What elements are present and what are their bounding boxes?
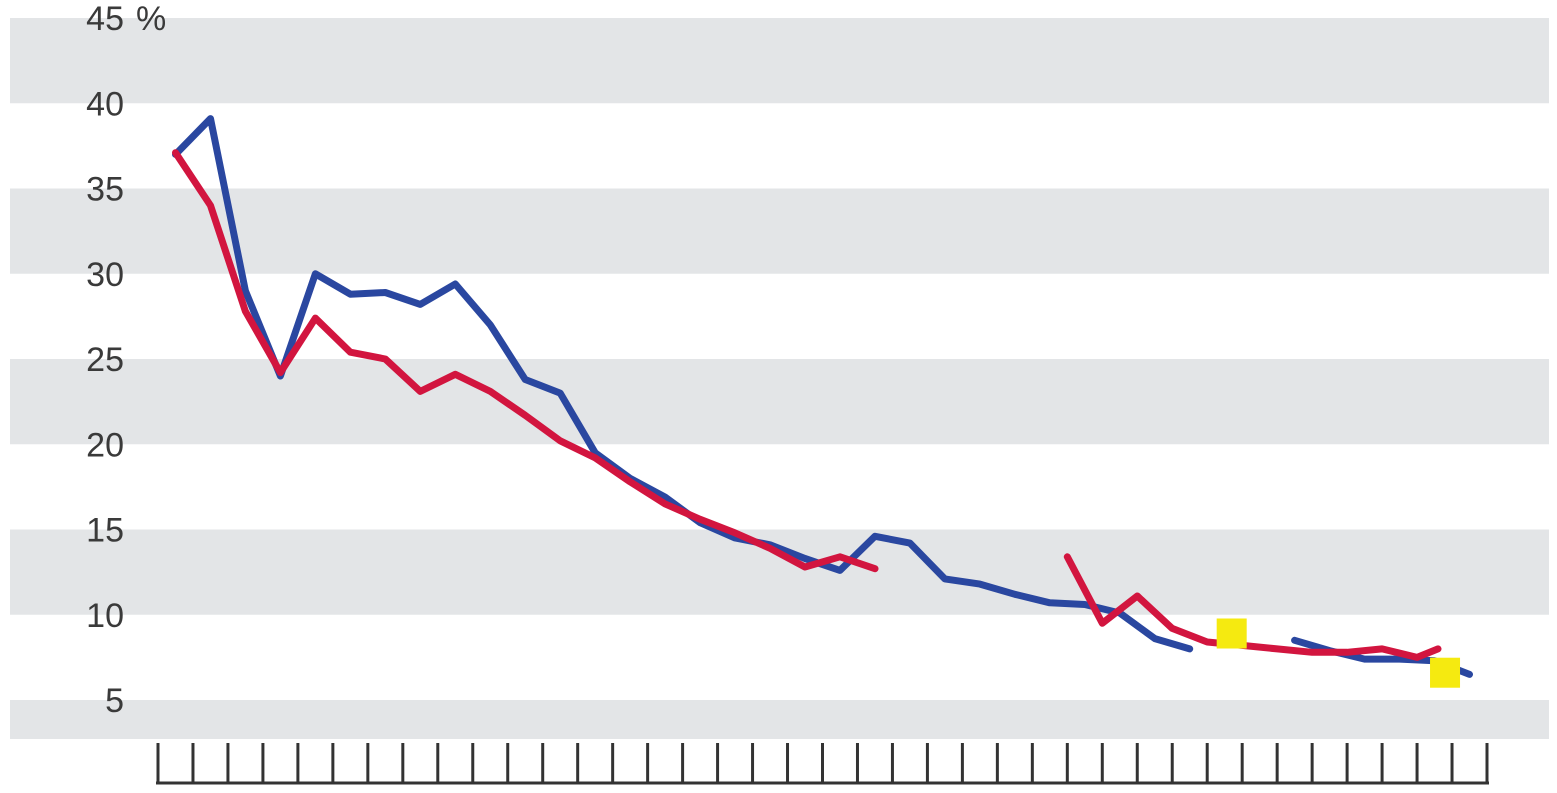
markers: [1216, 618, 1461, 688]
marker-square: [1430, 657, 1461, 688]
y-tick-label: 5: [105, 682, 124, 720]
y-tick-label: 25: [86, 341, 124, 379]
grid-bands: [10, 18, 1549, 739]
grid-band: [10, 700, 1549, 739]
x-axis: [156, 743, 1489, 785]
grid-band: [10, 359, 1549, 445]
y-tick-label: 40: [86, 85, 124, 123]
y-tick-label: 20: [86, 426, 124, 464]
y-unit-label: %: [136, 0, 166, 38]
y-tick-label: 30: [86, 256, 124, 294]
series-line-red: [172, 149, 879, 573]
y-tick-label: 45: [86, 0, 124, 38]
grid-band: [10, 529, 1549, 615]
y-tick-label: 35: [86, 171, 124, 209]
grid-band: [10, 18, 1549, 104]
y-axis-labels: 5 10 15 20 25 30 35 40 45: [86, 0, 124, 720]
series-line-red: [1063, 553, 1442, 661]
y-tick-label: 15: [86, 512, 124, 550]
grid-band: [10, 188, 1549, 274]
marker-square: [1216, 618, 1247, 649]
y-tick-label: 10: [86, 597, 124, 635]
